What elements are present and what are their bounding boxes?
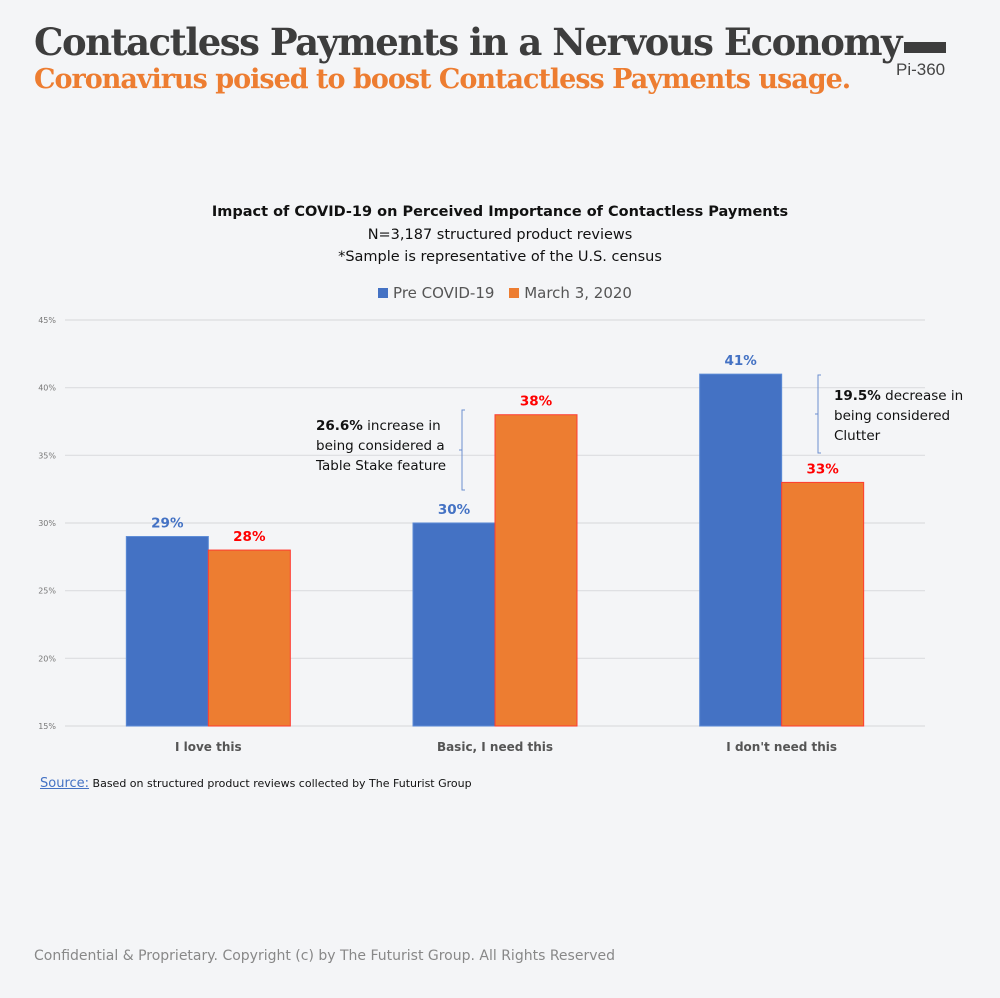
logo-mark <box>904 42 946 53</box>
page-title: Contactless Payments in a Nervous Econom… <box>34 20 903 64</box>
data-label: 30% <box>438 502 471 518</box>
annotation-decrease-text: being considered <box>834 408 951 424</box>
x-tick-label: I love this <box>175 740 242 754</box>
x-tick-label: Basic, I need this <box>437 740 553 754</box>
legend-swatch-pre <box>378 288 389 298</box>
bar <box>494 414 578 727</box>
annotation-increase-text: being considered a <box>316 438 445 454</box>
legend-label-march: March 3, 2020 <box>524 284 632 302</box>
bar <box>207 549 291 727</box>
y-tick-label: 20% <box>38 654 56 663</box>
annotation-decrease-bold: 19.5% <box>834 388 881 404</box>
x-tick-label: I don't need this <box>726 740 837 754</box>
footer: Confidential & Proprietary. Copyright (c… <box>34 948 615 964</box>
bar <box>125 536 209 727</box>
annotation-decrease-text: Clutter <box>834 428 881 444</box>
annotation-increase: 26.6% increase in being considered a Table… <box>316 416 446 476</box>
source-link[interactable]: Source: <box>40 776 90 791</box>
chart-subtitle-2: *Sample is representative of the U.S. ce… <box>338 249 662 265</box>
bar <box>699 373 783 727</box>
legend-label-pre: Pre COVID-19 <box>393 284 495 302</box>
annotation-increase-text: Table Stake feature <box>316 458 447 474</box>
annotation-increase-bold: 26.6% <box>316 418 363 434</box>
source-note: Source: Based on structured product revi… <box>40 776 472 791</box>
chart-title: Impact of COVID-19 on Perceived Importan… <box>211 204 789 220</box>
annotation-bracket <box>459 409 465 491</box>
logo-text: Pi-360 <box>896 60 946 79</box>
page-subtitle: Coronavirus poised to boost Contactless … <box>34 64 851 95</box>
y-tick-label: 40% <box>38 384 56 393</box>
y-tick-label: 45% <box>38 316 56 325</box>
data-label: 33% <box>807 461 840 477</box>
chart-subtitle-1: N=3,187 structured product reviews <box>367 227 633 243</box>
data-label: 29% <box>151 516 184 532</box>
legend-swatch-march <box>509 288 520 298</box>
data-label: 38% <box>520 394 553 410</box>
bar <box>412 522 496 727</box>
annotation-decrease-text: decrease in <box>880 388 964 404</box>
annotation-bracket <box>815 374 821 454</box>
legend: Pre COVID-19 March 3, 2020 <box>0 284 1000 302</box>
y-tick-label: 25% <box>38 587 56 596</box>
data-label: 28% <box>233 529 266 545</box>
data-label: 41% <box>725 353 758 369</box>
y-tick-label: 15% <box>38 722 56 731</box>
annotation-increase-text: increase in <box>362 418 441 434</box>
y-tick-label: 35% <box>38 451 56 460</box>
annotation-decrease: 19.5% decrease in being considered Clutter <box>834 386 963 446</box>
y-tick-label: 30% <box>38 519 56 528</box>
bar <box>781 481 865 727</box>
source-text: Based on structured product reviews coll… <box>89 777 472 790</box>
